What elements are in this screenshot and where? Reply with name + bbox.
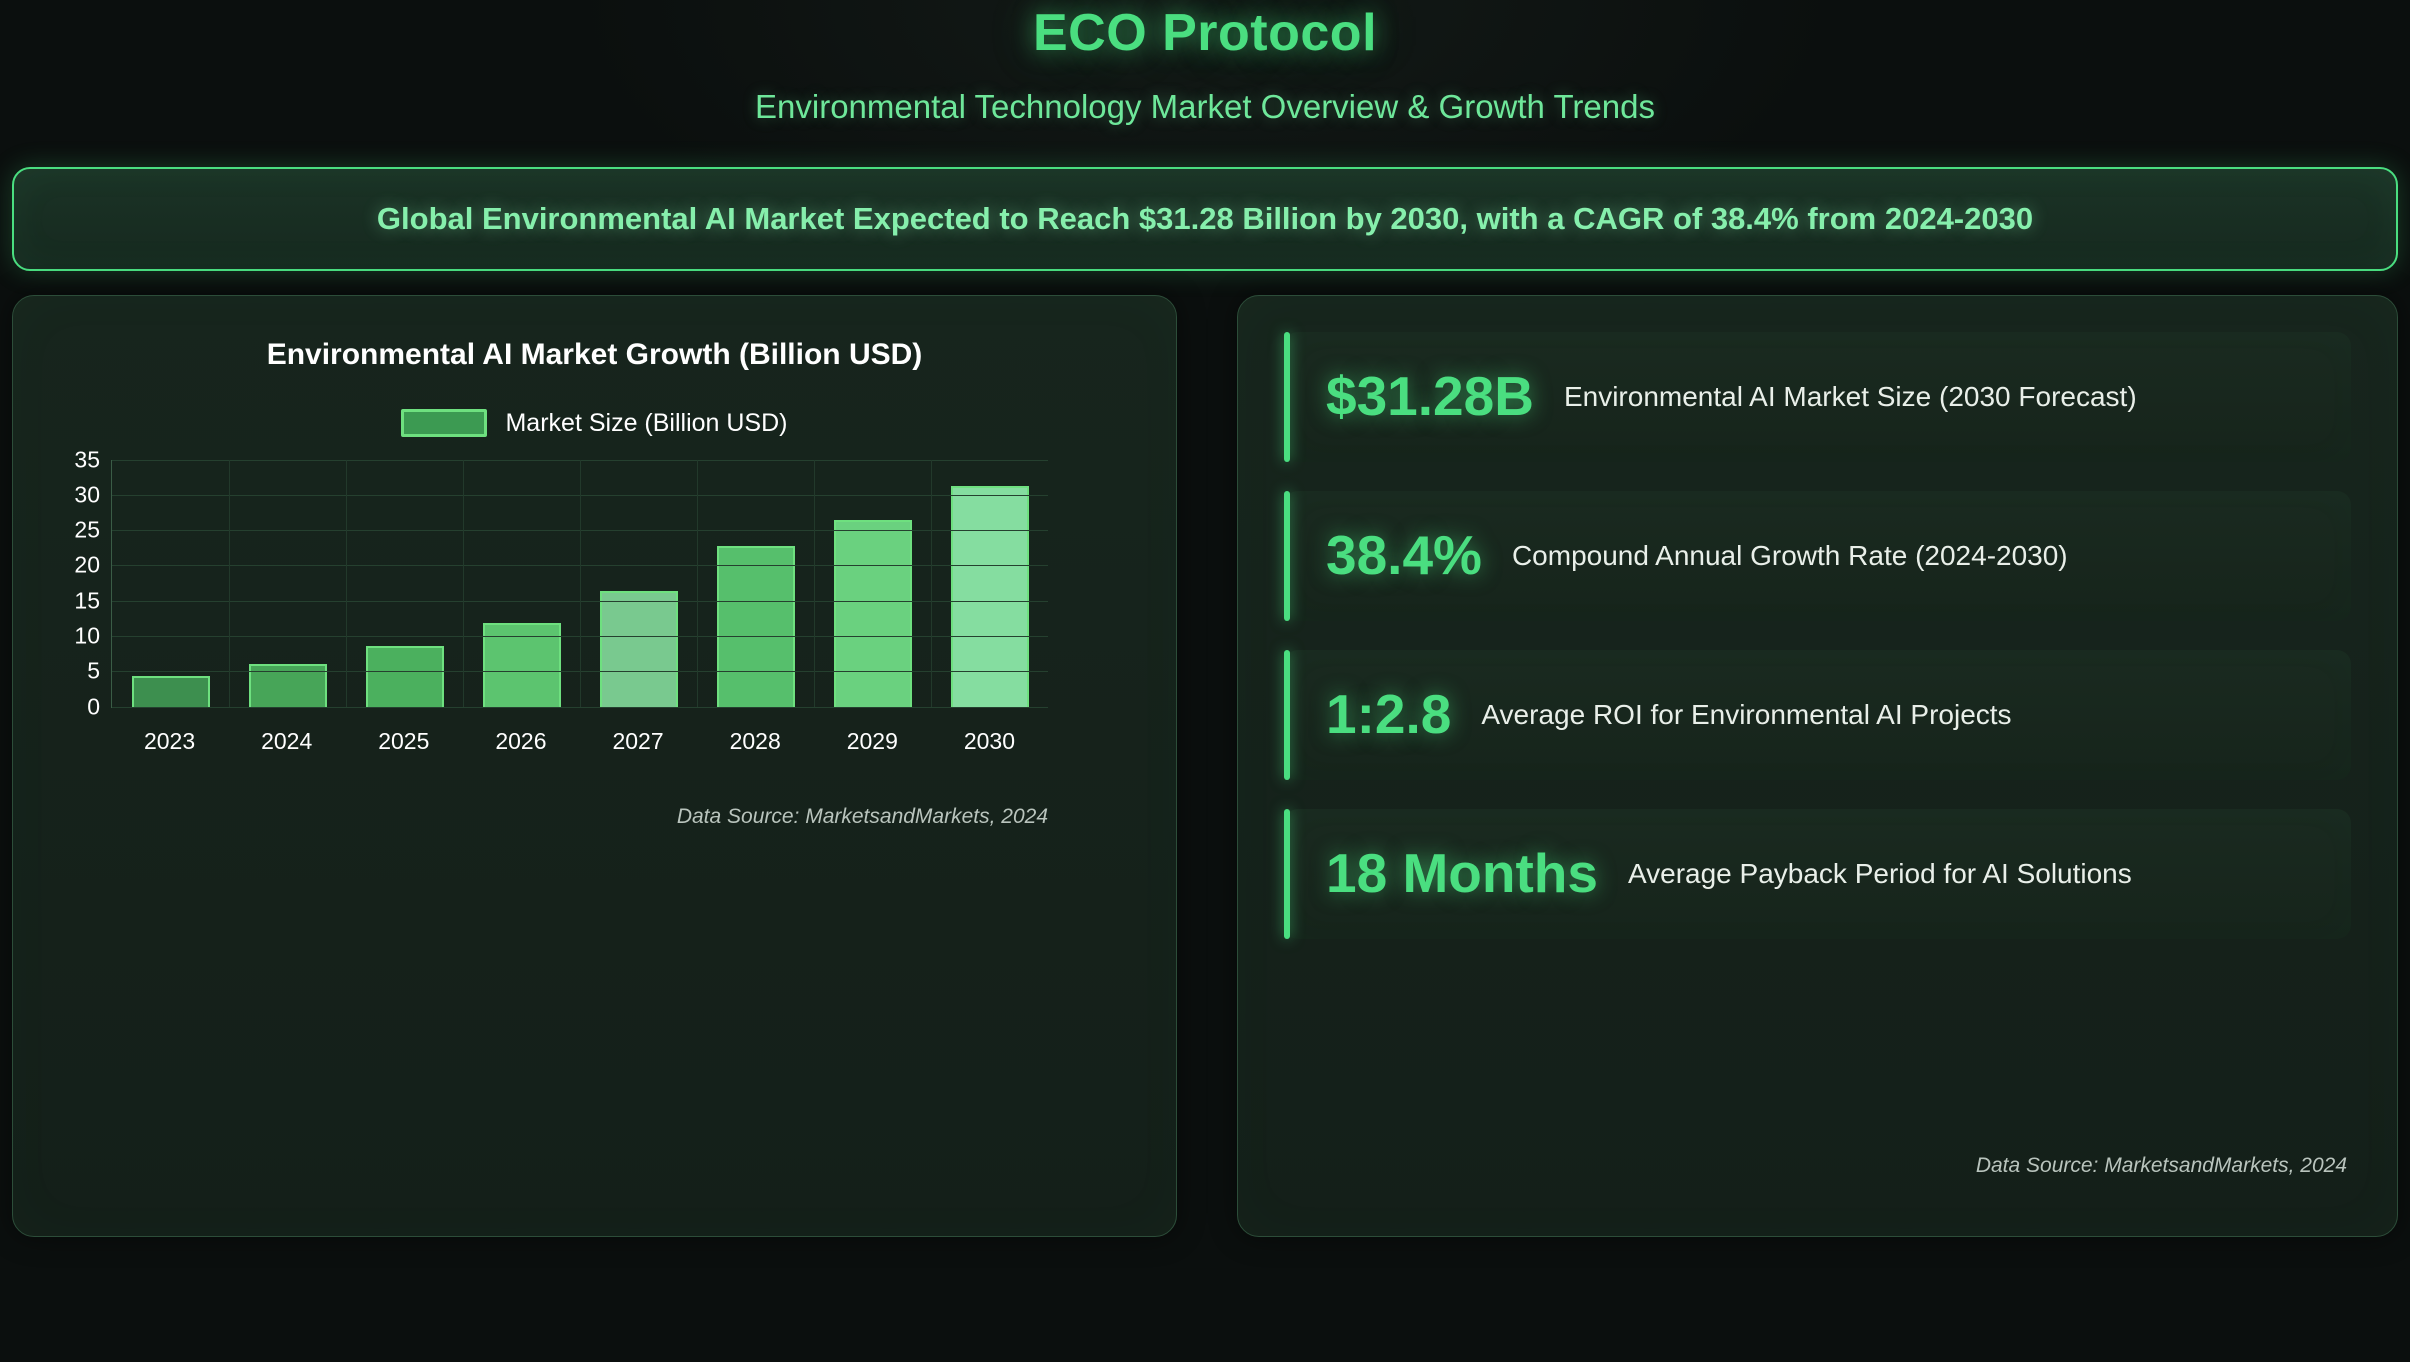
chart-bar[interactable]	[131, 675, 210, 707]
legend-label: Market Size (Billion USD)	[505, 408, 788, 437]
app-subtitle: Environmental Technology Market Overview…	[755, 87, 1655, 125]
stat-card-label: Compound Annual Growth Rate (2024-2030)	[1511, 539, 2068, 571]
chart-bar-cell	[580, 460, 697, 707]
stat-card-label: Average ROI for Environmental AI Project…	[1481, 698, 2012, 730]
chart-vertical-gridline	[463, 459, 464, 707]
chart-bar-cell	[346, 460, 463, 707]
chart-y-tick-label: 0	[87, 693, 100, 720]
chart-x-tick-label: 2023	[143, 727, 196, 754]
stat-card-list: $31.28B Environmental AI Market Size (203…	[1238, 296, 2397, 939]
chart-y-tick-label: 15	[74, 587, 100, 614]
chart-x-tick-label: 2028	[729, 727, 781, 754]
chart-source-note: Data Source: MarketsandMarkets, 2024	[676, 804, 1048, 828]
chart-x-tick-label: 2024	[261, 727, 313, 754]
chart-bar-cell	[463, 460, 580, 707]
stat-card-value: 1:2.8	[1326, 682, 1452, 745]
stats-panel: $31.28B Environmental AI Market Size (203…	[1237, 294, 2398, 1237]
stat-card-label: Environmental AI Market Size (2030 Forec…	[1563, 380, 2137, 412]
chart-x-axis: 2023 2024 2025 2026 2027 2028 2029 2030	[111, 728, 1048, 755]
chart-bar[interactable]	[716, 545, 795, 707]
chart-x-tick-label: 2030	[963, 727, 1016, 754]
chart-vertical-gridline	[814, 459, 815, 707]
chart-vertical-gridline	[931, 459, 932, 707]
chart-title: Environmental AI Market Growth (Billion …	[266, 337, 923, 371]
chart-x-tick-label: 2027	[612, 727, 664, 754]
app-title: ECO Protocol	[1032, 4, 1378, 62]
chart-plot-area: 0 5 10 15 20 25 30 35 2023 2024 2025 2026 2027 2028 2…	[13, 446, 1176, 754]
chart-y-tick-label: 10	[74, 622, 100, 649]
chart-y-tick-label: 20	[74, 551, 100, 578]
chart-y-tick-label: 25	[74, 516, 100, 543]
content-panels: Environmental AI Market Growth (Billion …	[12, 294, 2398, 1237]
chart-y-tick-label: 30	[74, 481, 100, 508]
stat-card: 18 Months Average Payback Period for AI S…	[1284, 808, 2351, 939]
headline-banner: Global Environmental AI Market Expected …	[12, 166, 2398, 271]
stat-card-value: 18 Months	[1326, 841, 1598, 904]
chart-bar[interactable]	[833, 519, 912, 707]
stats-source-note: Data Source: MarketsandMarkets, 2024	[1975, 1153, 2347, 1177]
chart-gridline	[112, 706, 1048, 708]
chart-bar[interactable]	[599, 590, 678, 707]
chart-vertical-gridline	[229, 459, 230, 707]
chart-bar-cell	[814, 460, 931, 707]
chart-plot: 0 5 10 15 20 25 30 35	[74, 446, 1048, 719]
chart-y-tick-label: 35	[74, 446, 100, 473]
chart-bars	[112, 460, 1048, 707]
chart-x-tick-label: 2029	[846, 727, 898, 754]
headline-banner-text: Global Environmental AI Market Expected …	[376, 200, 2034, 236]
chart-legend[interactable]: Market Size (Billion USD)	[13, 409, 1176, 438]
chart-bar[interactable]	[248, 663, 327, 707]
chart-bar-cell	[112, 460, 229, 707]
chart-bar-cell	[931, 460, 1048, 707]
chart-panel: Environmental AI Market Growth (Billion …	[12, 294, 1177, 1237]
chart-bar[interactable]	[365, 645, 444, 707]
chart-x-tick-label: 2026	[495, 727, 547, 754]
chart-vertical-gridline	[346, 459, 347, 707]
stat-card-label: Average Payback Period for AI Solutions	[1627, 857, 2132, 889]
legend-swatch-icon	[401, 409, 488, 438]
chart-bar-cell	[697, 460, 814, 707]
stat-card-value: 38.4%	[1326, 523, 1482, 586]
chart-x-tick-label: 2025	[378, 727, 430, 754]
chart-source-row: Data Source: MarketsandMarkets, 2024	[13, 804, 1176, 834]
stat-card: $31.28B Environmental AI Market Size (203…	[1284, 331, 2351, 462]
stat-card: 1:2.8 Average ROI for Environmental AI Pr…	[1284, 649, 2351, 780]
page-header: ECO Protocol Environmental Technology Ma…	[0, 0, 2410, 126]
chart-y-tick-label: 5	[87, 657, 100, 684]
chart-bar-cell	[229, 460, 346, 707]
chart-vertical-gridline	[697, 459, 698, 707]
chart-vertical-gridline	[580, 459, 581, 707]
chart-bar[interactable]	[950, 485, 1029, 707]
stat-card: 38.4% Compound Annual Growth Rate (2024-2…	[1284, 490, 2351, 621]
stat-card-value: $31.28B	[1326, 364, 1534, 427]
